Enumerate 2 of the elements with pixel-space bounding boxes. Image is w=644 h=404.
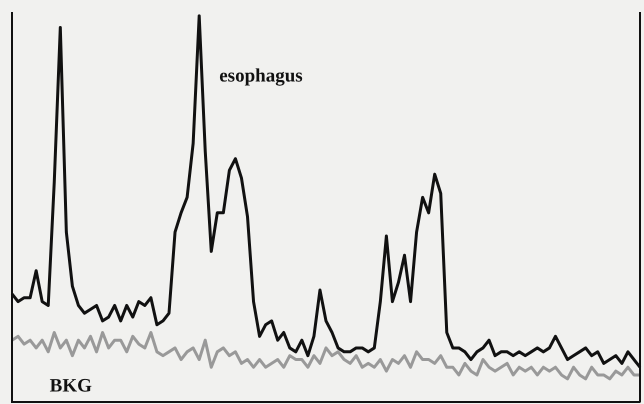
series-label: BKG (50, 376, 92, 397)
series-label: esophagus (219, 66, 303, 87)
